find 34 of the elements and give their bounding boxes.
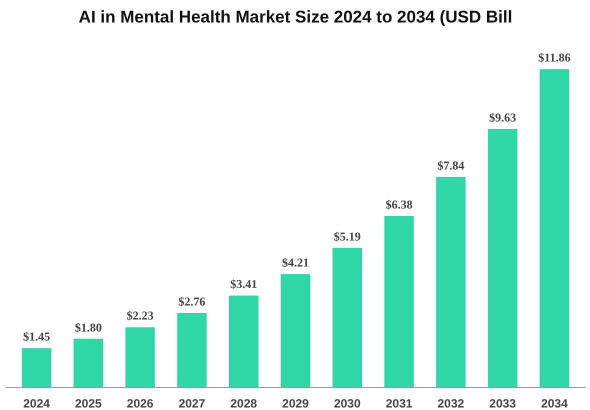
x-tick-label: 2029 xyxy=(282,396,310,410)
bar xyxy=(22,348,52,388)
x-tick-label: 2025 xyxy=(75,396,102,410)
x-tick-label: 2034 xyxy=(541,396,568,410)
bar xyxy=(436,176,466,388)
x-tick-label: 2024 xyxy=(23,396,50,410)
data-label: $4.21 xyxy=(282,256,309,270)
x-tick-label: 2033 xyxy=(489,396,516,410)
data-label: $1.80 xyxy=(74,320,102,334)
data-label: $5.19 xyxy=(334,229,361,244)
data-label: $7.84 xyxy=(437,158,464,172)
x-tick-label: 2032 xyxy=(438,396,465,410)
bar xyxy=(74,338,104,388)
data-label: $2.76 xyxy=(178,294,206,309)
bar xyxy=(125,327,155,388)
bar xyxy=(540,69,570,388)
chart-title: AI in Mental Health Market Size 2024 to 2034 (USD Bill xyxy=(78,8,512,26)
data-label: $3.41 xyxy=(230,277,258,292)
bar xyxy=(384,216,414,388)
data-label: $9.63 xyxy=(489,110,516,124)
bar xyxy=(488,128,518,388)
x-tick-label: 2031 xyxy=(386,396,413,410)
bar xyxy=(228,296,258,388)
data-label: $2.23 xyxy=(126,308,154,323)
x-tick-label: 2026 xyxy=(126,396,154,410)
x-tick-label: 2030 xyxy=(334,396,361,410)
data-label: $6.38 xyxy=(386,198,413,212)
x-tick-label: 2027 xyxy=(178,396,206,410)
bar xyxy=(332,248,362,388)
bar xyxy=(177,313,207,388)
bar xyxy=(280,274,310,388)
x-tick-label: 2028 xyxy=(230,396,258,410)
data-label: $11.86 xyxy=(538,50,571,65)
data-label: $1.45 xyxy=(23,330,50,344)
